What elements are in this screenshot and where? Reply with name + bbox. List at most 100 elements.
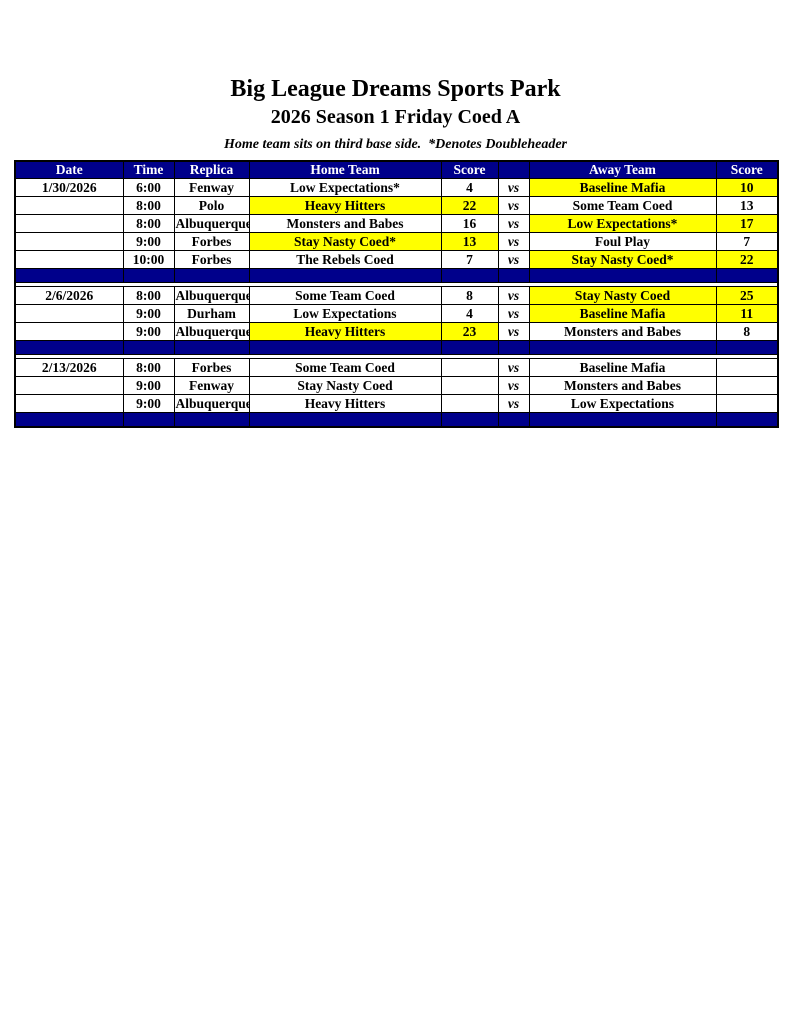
game-row: 2/6/2026 8:00 Albuquerque Some Team Coed… xyxy=(14,285,779,305)
away-team-cell: Stay Nasty Coed* xyxy=(528,249,717,269)
replica-cell: Forbes xyxy=(173,357,250,377)
away-team-cell: Baseline Mafia xyxy=(528,357,717,377)
home-team-cell: Some Team Coed xyxy=(248,285,442,305)
separator-cell xyxy=(248,267,442,283)
away-team-cell: Baseline Mafia xyxy=(528,177,717,197)
separator-cell xyxy=(122,411,175,428)
away-score-cell: 17 xyxy=(715,213,779,233)
away-team-cell: Low Expectations* xyxy=(528,213,717,233)
table-header-row: Date Time Replica Home Team Score Away T… xyxy=(14,160,779,179)
separator-cell xyxy=(248,411,442,428)
date-cell xyxy=(14,303,124,323)
vs-cell: vs xyxy=(497,177,530,197)
vs-cell: vs xyxy=(497,303,530,323)
date-cell xyxy=(14,249,124,269)
home-team-cell: Monsters and Babes xyxy=(248,213,442,233)
separator-cell xyxy=(173,339,250,355)
date-cell xyxy=(14,375,124,395)
date-cell xyxy=(14,213,124,233)
spacer-cell xyxy=(15,354,778,359)
replica-cell: Fenway xyxy=(173,375,250,395)
vs-cell: vs xyxy=(497,249,530,269)
separator-cell xyxy=(497,339,530,355)
away-team-cell: Low Expectations xyxy=(528,393,717,413)
time-cell: 8:00 xyxy=(122,213,175,233)
vs-cell: vs xyxy=(497,213,530,233)
separator-cell xyxy=(715,267,779,283)
spacer-cell xyxy=(15,282,778,287)
replica-cell: Albuquerque xyxy=(173,321,250,341)
home-team-cell: Some Team Coed xyxy=(248,357,442,377)
time-cell: 9:00 xyxy=(122,375,175,395)
replica-cell: Forbes xyxy=(173,231,250,251)
separator-cell xyxy=(528,411,717,428)
home-team-cell: Heavy Hitters xyxy=(248,195,442,215)
home-team-cell: Low Expectations xyxy=(248,303,442,323)
col-header-time: Time xyxy=(122,160,175,179)
home-score-cell xyxy=(440,357,499,377)
separator-cell xyxy=(528,267,717,283)
away-score-cell: 25 xyxy=(715,285,779,305)
separator-cell xyxy=(528,339,717,355)
time-cell: 6:00 xyxy=(122,177,175,197)
separator-cell xyxy=(173,411,250,428)
game-row: 9:00 Albuquerque Heavy Hitters vs Low Ex… xyxy=(14,393,779,413)
page-title: Big League Dreams Sports Park xyxy=(230,76,561,102)
away-score-cell: 8 xyxy=(715,321,779,341)
time-cell: 9:00 xyxy=(122,231,175,251)
home-team-cell: The Rebels Coed xyxy=(248,249,442,269)
col-header-away-team: Away Team xyxy=(528,160,717,179)
away-team-cell: Monsters and Babes xyxy=(528,321,717,341)
separator-cell xyxy=(122,339,175,355)
separator-cell xyxy=(497,267,530,283)
page-subtitle: 2026 Season 1 Friday Coed A xyxy=(270,106,521,129)
table-body: 1/30/2026 6:00 Fenway Low Expectations* … xyxy=(14,177,779,428)
date-cell xyxy=(14,195,124,215)
separator-row xyxy=(14,267,779,283)
col-header-replica: Replica xyxy=(173,160,250,179)
away-team-cell: Stay Nasty Coed xyxy=(528,285,717,305)
home-score-cell: 8 xyxy=(440,285,499,305)
vs-cell: vs xyxy=(497,393,530,413)
time-cell: 9:00 xyxy=(122,393,175,413)
game-row: 8:00 Albuquerque Monsters and Babes 16 v… xyxy=(14,213,779,233)
col-header-date: Date xyxy=(14,160,124,179)
separator-row xyxy=(14,339,779,355)
col-header-vs xyxy=(497,160,530,179)
home-score-cell: 4 xyxy=(440,303,499,323)
separator-cell xyxy=(440,267,499,283)
date-cell: 2/13/2026 xyxy=(14,357,124,377)
separator-cell xyxy=(440,339,499,355)
away-team-cell: Foul Play xyxy=(528,231,717,251)
away-score-cell: 7 xyxy=(715,231,779,251)
spacer-row xyxy=(15,354,778,359)
schedule-note: Home team sits on third base side. *Deno… xyxy=(224,137,567,153)
game-row: 10:00 Forbes The Rebels Coed 7 vs Stay N… xyxy=(14,249,779,269)
game-row: 9:00 Albuquerque Heavy Hitters 23 vs Mon… xyxy=(14,321,779,341)
home-team-cell: Heavy Hitters xyxy=(248,321,442,341)
away-score-cell xyxy=(715,375,779,395)
home-team-cell: Low Expectations* xyxy=(248,177,442,197)
replica-cell: Albuquerque xyxy=(173,285,250,305)
game-row: 9:00 Fenway Stay Nasty Coed vs Monsters … xyxy=(14,375,779,395)
vs-cell: vs xyxy=(497,195,530,215)
away-score-cell: 22 xyxy=(715,249,779,269)
game-row: 2/13/2026 8:00 Forbes Some Team Coed vs … xyxy=(14,357,779,377)
date-cell xyxy=(14,231,124,251)
home-team-cell: Heavy Hitters xyxy=(248,393,442,413)
home-score-cell xyxy=(440,375,499,395)
game-row: 8:00 Polo Heavy Hitters 22 vs Some Team … xyxy=(14,195,779,215)
home-team-cell: Stay Nasty Coed xyxy=(248,375,442,395)
away-team-cell: Baseline Mafia xyxy=(528,303,717,323)
away-score-cell: 13 xyxy=(715,195,779,215)
separator-cell xyxy=(497,411,530,428)
date-cell xyxy=(14,393,124,413)
home-score-cell: 4 xyxy=(440,177,499,197)
col-header-away-score: Score xyxy=(715,160,779,179)
time-cell: 8:00 xyxy=(122,195,175,215)
date-cell xyxy=(14,321,124,341)
col-header-home-team: Home Team xyxy=(248,160,442,179)
separator-cell xyxy=(715,339,779,355)
home-score-cell: 16 xyxy=(440,213,499,233)
